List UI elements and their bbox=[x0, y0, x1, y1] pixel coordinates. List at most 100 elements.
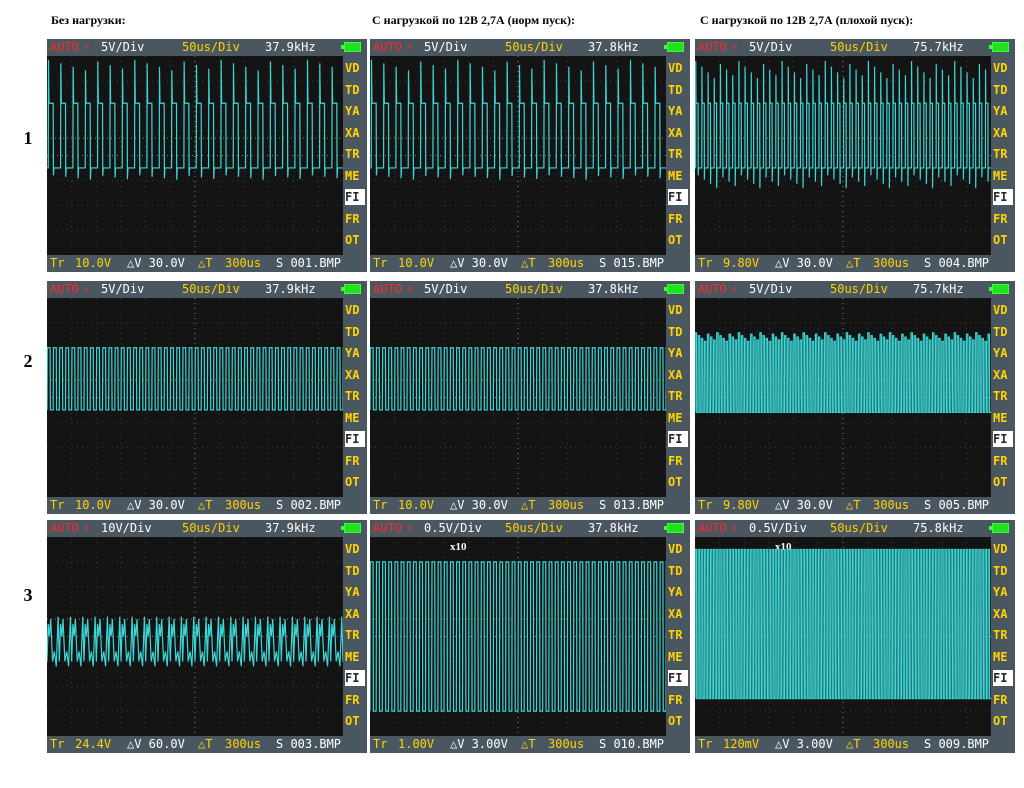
menu-item-td[interactable]: TD bbox=[345, 563, 360, 578]
menu-item-ot[interactable]: OT bbox=[993, 714, 1008, 728]
trigger-level: 120mV bbox=[723, 737, 760, 751]
menu-item-xa[interactable]: XA bbox=[668, 606, 683, 621]
delta-t-readout: 300us bbox=[225, 256, 262, 270]
delta-v-readout: △V 30.0V bbox=[127, 498, 185, 512]
menu-item-me[interactable]: ME bbox=[668, 410, 683, 425]
menu-item-fr[interactable]: FR bbox=[668, 453, 683, 468]
menu-item-vd[interactable]: VD bbox=[668, 61, 683, 75]
menu-item-ya[interactable]: YA bbox=[668, 585, 683, 599]
menu-item-tr[interactable]: TR bbox=[345, 389, 360, 403]
menu-item-fi[interactable]: FI bbox=[345, 670, 365, 686]
menu-item-ot[interactable]: OT bbox=[668, 714, 683, 728]
menu-item-tr[interactable]: TR bbox=[345, 628, 360, 642]
menu-item-ot[interactable]: OT bbox=[345, 714, 360, 728]
menu-item-td[interactable]: TD bbox=[668, 82, 683, 97]
menu-item-fr[interactable]: FR bbox=[345, 453, 360, 468]
menu-item-fi[interactable]: FI bbox=[993, 431, 1013, 447]
menu-item-ya[interactable]: YA bbox=[668, 104, 683, 118]
menu-item-td[interactable]: TD bbox=[993, 324, 1008, 339]
menu-item-ot[interactable]: OT bbox=[993, 233, 1008, 247]
probe-x10-label: x10 bbox=[450, 541, 467, 553]
menu-item-me[interactable]: ME bbox=[993, 649, 1008, 664]
menu-item-xa[interactable]: XA bbox=[345, 606, 360, 621]
menu-item-fr[interactable]: FR bbox=[668, 692, 683, 707]
menu-item-xa[interactable]: XA bbox=[993, 125, 1008, 140]
menu-item-me[interactable]: ME bbox=[668, 649, 683, 664]
menu-item-fi[interactable]: FI bbox=[668, 670, 688, 686]
menu-item-vd[interactable]: VD bbox=[993, 303, 1008, 317]
menu-item-vd[interactable]: VD bbox=[668, 303, 683, 317]
menu-item-me[interactable]: ME bbox=[345, 410, 360, 425]
menu-item-ya[interactable]: YA bbox=[993, 346, 1008, 360]
menu-item-fi[interactable]: FI bbox=[993, 189, 1013, 205]
menu-item-fr[interactable]: FR bbox=[993, 453, 1008, 468]
menu-item-tr[interactable]: TR bbox=[668, 628, 683, 642]
volts-per-div: 5V/Div bbox=[101, 282, 145, 296]
menu-item-ya[interactable]: YA bbox=[345, 104, 360, 118]
menu-item-fr[interactable]: FR bbox=[345, 211, 360, 226]
menu-item-me[interactable]: ME bbox=[668, 168, 683, 183]
scope-measure-bar: Tr 10.0V △V 30.0V △T 300us S 002.BMP bbox=[47, 497, 367, 514]
menu-item-vd[interactable]: VD bbox=[345, 61, 360, 75]
menu-item-vd[interactable]: VD bbox=[345, 542, 360, 556]
menu-item-tr[interactable]: TR bbox=[993, 628, 1008, 642]
menu-item-td[interactable]: TD bbox=[993, 563, 1008, 578]
trigger-edge-icon: ⚡ bbox=[406, 521, 414, 535]
menu-item-fr[interactable]: FR bbox=[993, 692, 1008, 707]
scope-status-bar: AUTO ⚡ 10V/Div 50us/Div 37.9kHz bbox=[47, 520, 367, 537]
menu-item-me[interactable]: ME bbox=[993, 410, 1008, 425]
menu-item-ya[interactable]: YA bbox=[345, 346, 360, 360]
menu-item-vd[interactable]: VD bbox=[993, 61, 1008, 75]
menu-item-ot[interactable]: OT bbox=[345, 475, 360, 489]
menu-item-xa[interactable]: XA bbox=[345, 367, 360, 382]
menu-item-td[interactable]: TD bbox=[993, 82, 1008, 97]
menu-item-xa[interactable]: XA bbox=[668, 367, 683, 382]
menu-item-fi[interactable]: FI bbox=[668, 431, 688, 447]
menu-item-fr[interactable]: FR bbox=[345, 692, 360, 707]
menu-item-fi[interactable]: FI bbox=[993, 670, 1013, 686]
scope-status-bar: AUTO ⚡ 5V/Div 50us/Div 75.7kHz bbox=[695, 39, 1015, 56]
menu-item-tr[interactable]: TR bbox=[993, 147, 1008, 161]
delta-t-label: △T bbox=[198, 498, 213, 512]
menu-item-fi[interactable]: FI bbox=[345, 189, 365, 205]
menu-item-ot[interactable]: OT bbox=[345, 233, 360, 247]
scope-status-bar: AUTO ⚡ 5V/Div 50us/Div 37.8kHz bbox=[370, 39, 690, 56]
row-label-3: 3 bbox=[23, 585, 33, 605]
menu-item-me[interactable]: ME bbox=[345, 649, 360, 664]
menu-item-xa[interactable]: XA bbox=[345, 125, 360, 140]
menu-item-vd[interactable]: VD bbox=[993, 542, 1008, 556]
menu-item-fi[interactable]: FI bbox=[345, 431, 365, 447]
menu-item-xa[interactable]: XA bbox=[668, 125, 683, 140]
menu-item-td[interactable]: TD bbox=[345, 82, 360, 97]
menu-item-fi[interactable]: FI bbox=[668, 189, 688, 205]
delta-t-readout: 300us bbox=[873, 737, 910, 751]
menu-item-xa[interactable]: XA bbox=[993, 367, 1008, 382]
menu-item-td[interactable]: TD bbox=[668, 324, 683, 339]
menu-item-tr[interactable]: TR bbox=[668, 147, 683, 161]
menu-item-tr[interactable]: TR bbox=[993, 389, 1008, 403]
waveform-display bbox=[695, 298, 991, 497]
menu-item-td[interactable]: TD bbox=[345, 324, 360, 339]
battery-icon bbox=[341, 42, 361, 52]
menu-item-td[interactable]: TD bbox=[668, 563, 683, 578]
menu-item-fr[interactable]: FR bbox=[993, 211, 1008, 226]
scope-status-bar: AUTO ⚡ 5V/Div 50us/Div 37.8kHz bbox=[370, 281, 690, 298]
menu-item-ot[interactable]: OT bbox=[993, 475, 1008, 489]
menu-item-fr[interactable]: FR bbox=[668, 211, 683, 226]
menu-item-ot[interactable]: OT bbox=[668, 475, 683, 489]
menu-item-tr[interactable]: TR bbox=[668, 389, 683, 403]
menu-item-ot[interactable]: OT bbox=[668, 233, 683, 247]
menu-item-ya[interactable]: YA bbox=[345, 585, 360, 599]
menu-item-vd[interactable]: VD bbox=[668, 542, 683, 556]
menu-item-ya[interactable]: YA bbox=[993, 585, 1008, 599]
menu-item-vd[interactable]: VD bbox=[345, 303, 360, 317]
trigger-edge-icon: ⚡ bbox=[731, 40, 739, 54]
waveform-display bbox=[47, 298, 343, 497]
menu-item-me[interactable]: ME bbox=[345, 168, 360, 183]
menu-item-ya[interactable]: YA bbox=[668, 346, 683, 360]
menu-item-xa[interactable]: XA bbox=[993, 606, 1008, 621]
menu-item-me[interactable]: ME bbox=[993, 168, 1008, 183]
menu-item-ya[interactable]: YA bbox=[993, 104, 1008, 118]
trigger-label: Tr bbox=[698, 256, 713, 270]
menu-item-tr[interactable]: TR bbox=[345, 147, 360, 161]
